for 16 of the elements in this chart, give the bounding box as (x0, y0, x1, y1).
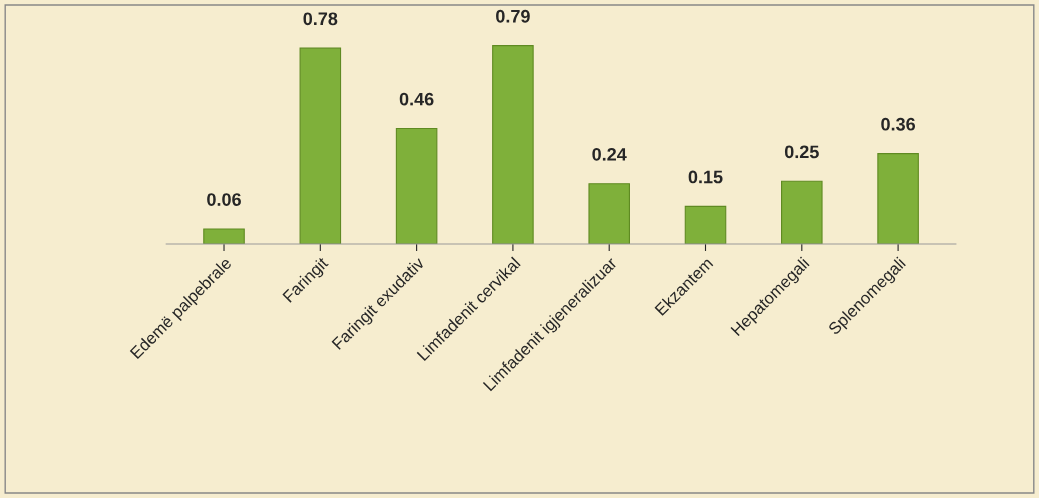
data-label: 0.36 (881, 117, 916, 131)
bar (203, 228, 245, 245)
data-label: 0.78 (303, 12, 338, 26)
data-label: 0.24 (592, 147, 627, 161)
data-label: 0.46 (399, 92, 434, 106)
data-label: 0.15 (688, 170, 723, 184)
bar (684, 205, 727, 245)
data-label: 0.06 (207, 193, 241, 206)
bar (781, 180, 823, 245)
data-label: 0.25 (784, 145, 819, 159)
bar (877, 153, 919, 245)
bar (299, 47, 342, 245)
bar (492, 45, 534, 245)
bar (588, 183, 630, 245)
data-label: 0.79 (496, 9, 530, 23)
bar (395, 127, 438, 245)
